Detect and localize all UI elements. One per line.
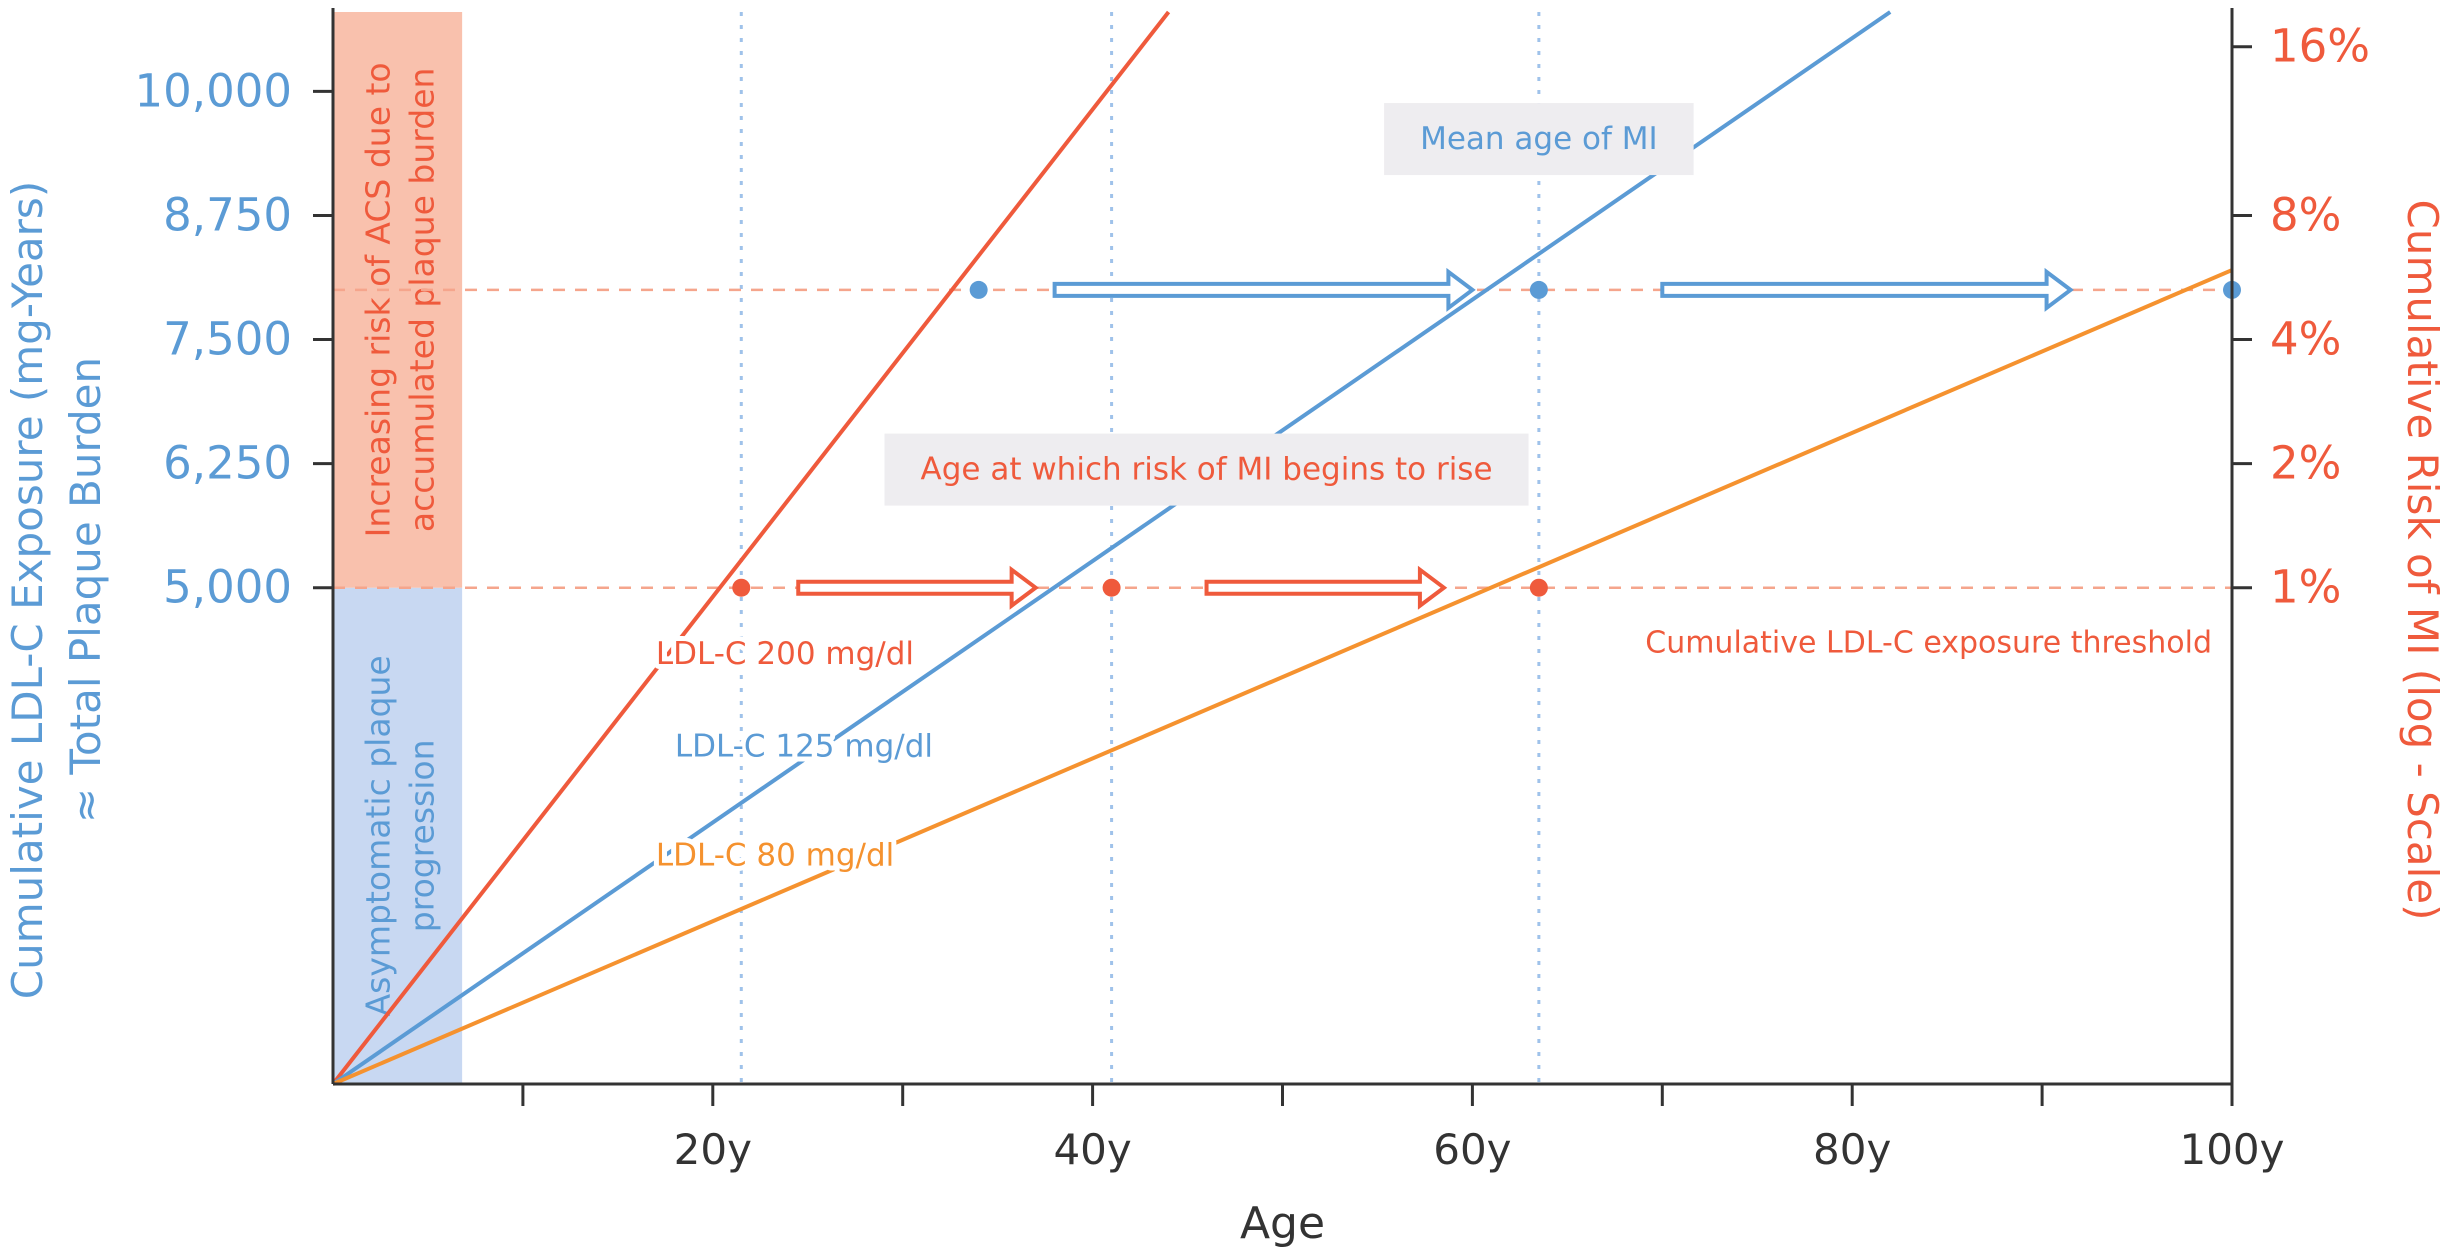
arrow-0: [796, 565, 1039, 610]
annotation-box-1: [884, 433, 1529, 506]
band-label-line: progression: [403, 739, 442, 932]
threshold-points: [732, 280, 2241, 597]
annotation-0: Mean age of MI: [1420, 121, 1658, 157]
annotation-box-0: [1384, 103, 1694, 176]
arrow-1: [1204, 565, 1448, 610]
y-right-tick-label: 2%: [2270, 437, 2341, 490]
band-label-line: accumulated plaque burden: [403, 68, 442, 533]
series-label-0: LDL-C 200 mg/dl: [656, 636, 914, 672]
threshold-line-label: Cumulative LDL-C exposure threshold: [1645, 626, 2212, 661]
y-left-tick-label: 6,250: [163, 437, 292, 490]
x-tick-label: 40y: [1053, 1125, 1131, 1174]
series-line-2: [332, 268, 2233, 1086]
x-tick-label: 100y: [2179, 1125, 2284, 1174]
threshold-point-4: [1529, 280, 1548, 299]
axes: 20y 40y 60y 80y 100y Age 5,000 6,250 7,500 8,750 1…: [3, 8, 2442, 1249]
threshold-point-1: [1102, 578, 1121, 597]
y-right-tick-label: 16%: [2270, 20, 2370, 73]
threshold-point-2: [1529, 578, 1548, 597]
threshold-point-3: [969, 280, 988, 299]
x-tick-label: 60y: [1433, 1125, 1511, 1174]
x-tick-label: 80y: [1813, 1125, 1891, 1174]
y-axis-left-label-line: Cumulative LDL-C Exposure (mg-Years): [3, 181, 52, 999]
y-axis-right-label: Cumulative Risk of MI (log - Scale): [2398, 200, 2442, 921]
x-axis-label: Age: [1240, 1198, 1325, 1249]
band-label-1: Increasing risk of ACS due to accumulated…: [359, 62, 442, 537]
series-label-2: LDL-C 80 mg/dl: [656, 838, 894, 874]
x-tick-label: 20y: [674, 1125, 752, 1174]
series-lines: [331, 10, 2233, 1086]
y-right-tick-label: 4%: [2270, 313, 2341, 366]
y-right-tick-label: 8%: [2270, 188, 2341, 241]
chart-labels: LDL-C 200 mg/dl LDL-C 125 mg/dl LDL-C 80 m…: [651, 103, 1694, 879]
y-left-tick-label: 8,750: [163, 188, 292, 241]
band-label-0: Asymptomatic plaque progression: [359, 655, 442, 1016]
y-axis-left-label-line: ≈ Total Plaque Burden: [61, 357, 110, 823]
threshold-point-0: [732, 578, 751, 597]
series-line-0: [331, 10, 1171, 1086]
arrow-2: [1052, 267, 1476, 312]
series-label-1: LDL-C 125 mg/dl: [675, 728, 933, 764]
arrow-3: [1660, 267, 2074, 312]
annotation-1: Age at which risk of MI begins to rise: [921, 452, 1493, 488]
band-1: [333, 12, 463, 588]
y-left-tick-label: 5,000: [163, 561, 292, 614]
y-left-tick-label: 7,500: [163, 313, 292, 366]
band-label-line: Increasing risk of ACS due to: [359, 62, 398, 537]
y-axis-left-label: Cumulative LDL-C Exposure (mg-Years) ≈ To…: [3, 181, 110, 999]
y-left-tick-label: 10,000: [135, 64, 292, 117]
y-right-tick-label: 1%: [2270, 561, 2341, 614]
background-bands: Asymptomatic plaque progression Increasing…: [333, 12, 463, 1084]
band-label-line: Asymptomatic plaque: [359, 655, 398, 1016]
progression-arrows: [796, 267, 2074, 610]
series-line-1: [331, 10, 1892, 1086]
